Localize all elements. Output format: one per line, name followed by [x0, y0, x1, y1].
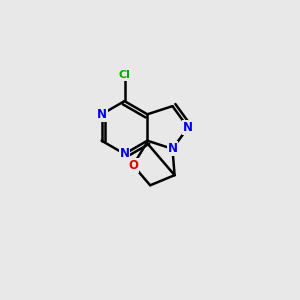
Text: Cl: Cl — [118, 70, 130, 80]
Text: N: N — [119, 147, 130, 161]
Text: O: O — [128, 159, 138, 172]
Text: N: N — [97, 108, 106, 121]
Text: N: N — [167, 142, 178, 155]
Text: N: N — [183, 121, 193, 134]
